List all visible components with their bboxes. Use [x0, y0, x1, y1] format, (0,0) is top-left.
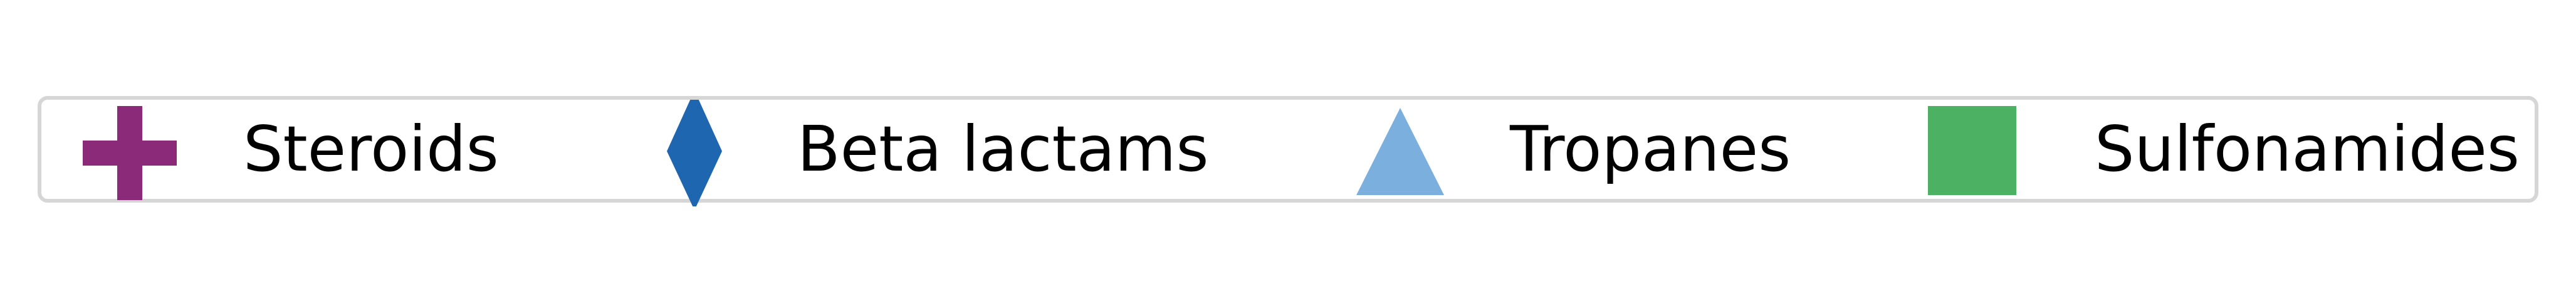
square-marker-shape [1928, 106, 2016, 195]
legend-label: Beta lactams [797, 112, 1209, 186]
diamond-marker-shape [667, 100, 722, 206]
diamond-icon [667, 100, 722, 206]
legend-label: Sulfonamides [2095, 112, 2520, 186]
legend-label: Tropanes [1510, 112, 1791, 186]
plus-icon [83, 106, 177, 200]
triangle-marker-shape [1356, 108, 1444, 195]
plus-marker-shape [83, 106, 177, 200]
chart-legend: Steroids Beta lactams Tropanes Sulfonami… [38, 96, 2538, 206]
legend-label: Steroids [243, 112, 499, 186]
square-icon [1928, 106, 2016, 195]
triangle-icon [1356, 108, 1444, 195]
